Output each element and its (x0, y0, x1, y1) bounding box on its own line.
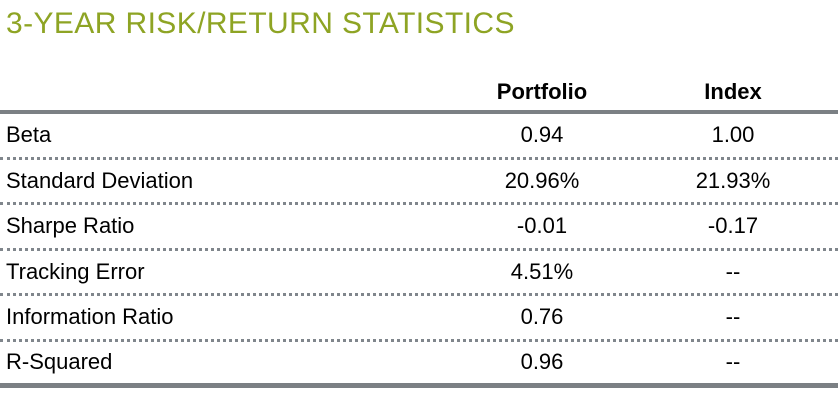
portfolio-value: 20.96% (504, 167, 580, 193)
risk-return-table: Portfolio Index Beta 0.94 1.00 Standard … (0, 42, 838, 388)
table-row: Tracking Error 4.51% -- (0, 251, 838, 296)
table-row: Information Ratio 0.76 -- (0, 296, 838, 342)
index-value: -- (725, 304, 741, 330)
column-header-index: Index (704, 79, 762, 104)
index-value: 1.00 (711, 122, 755, 148)
index-value: -0.17 (707, 213, 759, 239)
portfolio-value: -0.01 (516, 213, 568, 239)
table-row: Sharpe Ratio -0.01 -0.17 (0, 205, 838, 251)
section-title: 3-YEAR RISK/RETURN STATISTICS (6, 7, 515, 40)
index-value: -- (725, 258, 741, 284)
portfolio-value: 4.51% (510, 258, 574, 284)
table-row: Standard Deviation 20.96% 21.93% (0, 160, 838, 205)
metric-label: Sharpe Ratio (6, 213, 135, 239)
table-row: R-Squared 0.96 -- (0, 342, 838, 388)
table-header-row: Portfolio Index (0, 42, 838, 114)
portfolio-value: 0.76 (520, 304, 564, 330)
metric-label: Tracking Error (6, 258, 145, 284)
metric-label: R-Squared (6, 349, 113, 374)
metric-label: Beta (6, 122, 52, 148)
table-row: Beta 0.94 1.00 (0, 114, 838, 160)
portfolio-value: 0.96 (520, 349, 564, 374)
index-value: -- (725, 349, 741, 374)
index-value: 21.93% (695, 167, 771, 193)
table-body: Beta 0.94 1.00 Standard Deviation 20.96%… (0, 114, 838, 388)
metric-label: Information Ratio (6, 304, 174, 330)
metric-label: Standard Deviation (6, 167, 194, 193)
portfolio-value: 0.94 (520, 122, 564, 148)
column-header-portfolio: Portfolio (496, 79, 588, 104)
